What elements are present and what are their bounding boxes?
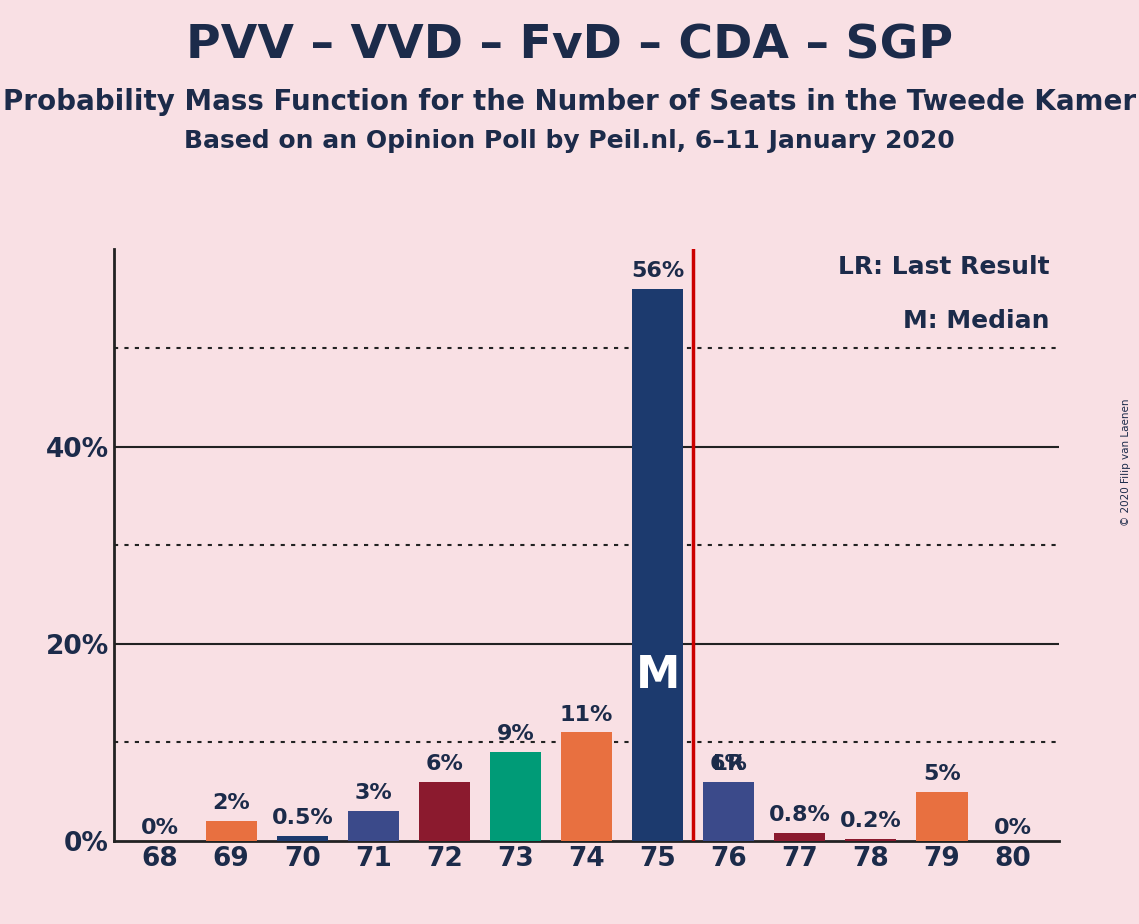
Text: © 2020 Filip van Laenen: © 2020 Filip van Laenen [1121, 398, 1131, 526]
Text: 11%: 11% [560, 704, 613, 724]
Text: 3%: 3% [354, 784, 392, 803]
Text: 0%: 0% [994, 818, 1032, 838]
Text: 0.8%: 0.8% [769, 805, 830, 825]
Text: Probability Mass Function for the Number of Seats in the Tweede Kamer: Probability Mass Function for the Number… [3, 88, 1136, 116]
Text: 0%: 0% [141, 818, 179, 838]
Text: 0.2%: 0.2% [841, 811, 902, 831]
Text: PVV – VVD – FvD – CDA – SGP: PVV – VVD – FvD – CDA – SGP [186, 23, 953, 68]
Text: 9%: 9% [497, 724, 534, 744]
Text: 6%: 6% [710, 754, 747, 773]
Bar [703, 782, 754, 841]
Bar [419, 782, 470, 841]
Text: LR: LR [713, 754, 744, 773]
Text: M: M [636, 654, 680, 697]
Bar [277, 836, 328, 841]
Text: LR: Last Result: LR: Last Result [838, 255, 1050, 279]
Bar [206, 821, 256, 841]
Text: Based on an Opinion Poll by Peil.nl, 6–11 January 2020: Based on an Opinion Poll by Peil.nl, 6–1… [185, 129, 954, 153]
Text: 56%: 56% [631, 261, 685, 281]
Bar [347, 811, 399, 841]
Text: 2%: 2% [212, 793, 251, 813]
Bar [632, 289, 683, 841]
Text: 0.5%: 0.5% [271, 808, 333, 828]
Text: M: Median: M: Median [903, 309, 1050, 333]
Bar [562, 733, 612, 841]
Bar [917, 792, 967, 841]
Bar [845, 839, 896, 841]
Text: 6%: 6% [426, 754, 464, 773]
Bar [490, 752, 541, 841]
Bar [775, 833, 826, 841]
Text: 5%: 5% [923, 763, 961, 784]
